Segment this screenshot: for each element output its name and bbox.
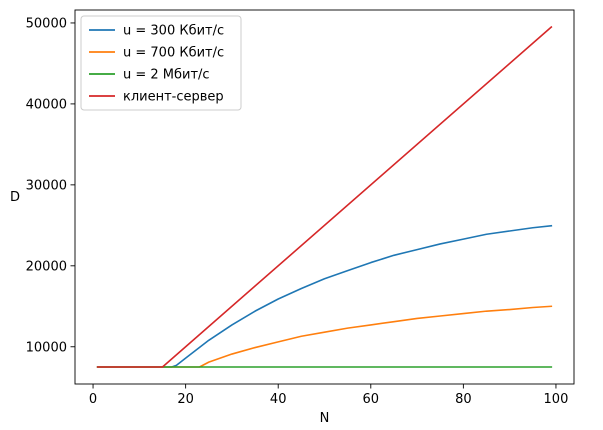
legend-label-2: u = 2 Мбит/с bbox=[123, 68, 210, 83]
legend-label-1: u = 700 Кбит/с bbox=[123, 46, 224, 61]
legend-label-0: u = 300 Кбит/с bbox=[123, 24, 224, 39]
x-tick-label-5: 100 bbox=[544, 392, 569, 407]
y-tick-label-1: 20000 bbox=[26, 259, 67, 274]
x-tick-label-4: 80 bbox=[455, 392, 472, 407]
series-line-0 bbox=[96, 224, 553, 368]
x-tick-label-0: 0 bbox=[89, 392, 97, 407]
x-tick-label-2: 40 bbox=[270, 392, 287, 407]
series-line-1 bbox=[96, 305, 553, 368]
legend-label-3: клиент-сервер bbox=[123, 90, 224, 105]
y-tick-label-4: 50000 bbox=[26, 16, 67, 31]
legend: u = 300 Кбит/с u = 700 Кбит/с u = 2 Мбит/с… bbox=[80, 15, 242, 111]
axes-frame bbox=[74, 9, 575, 385]
y-tick-label-0: 10000 bbox=[26, 340, 67, 355]
series-line-3 bbox=[96, 25, 553, 368]
y-tick-label-2: 30000 bbox=[26, 178, 67, 193]
y-axis-label: D bbox=[10, 190, 20, 205]
y-tick-label-3: 40000 bbox=[26, 97, 67, 112]
x-tick-label-3: 60 bbox=[363, 392, 380, 407]
x-tick-label-1: 20 bbox=[177, 392, 194, 407]
plot-area bbox=[96, 25, 553, 368]
x-axis-label: N bbox=[320, 411, 330, 426]
legend-box bbox=[80, 15, 242, 111]
axes: 0 20 40 60 80 100 10000 20000 30000 40000 50000 N D bbox=[10, 9, 575, 426]
